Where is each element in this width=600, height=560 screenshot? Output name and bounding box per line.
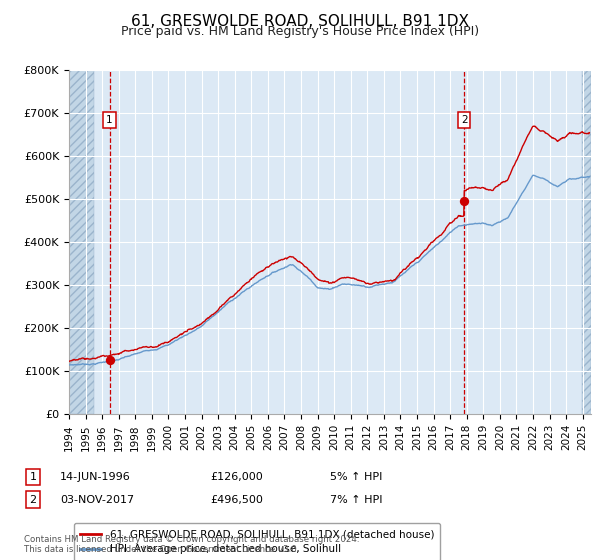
Text: £126,000: £126,000 (210, 472, 263, 482)
Text: Contains HM Land Registry data © Crown copyright and database right 2024.
This d: Contains HM Land Registry data © Crown c… (24, 535, 359, 554)
Bar (69, 70, 94, 414)
Text: 2: 2 (29, 494, 37, 505)
Text: 1: 1 (29, 472, 37, 482)
Point (459, 196, 469, 205)
Legend: 61, GRESWOLDE ROAD, SOLIHULL, B91 1DX (detached house), HPI: Average price, deta: 61, GRESWOLDE ROAD, SOLIHULL, B91 1DX (d… (74, 523, 440, 560)
Text: 61, GRESWOLDE ROAD, SOLIHULL, B91 1DX: 61, GRESWOLDE ROAD, SOLIHULL, B91 1DX (131, 14, 469, 29)
Text: 2: 2 (461, 115, 467, 125)
Bar (581, 70, 591, 414)
Point (105, 356, 115, 365)
Text: Price paid vs. HM Land Registry's House Price Index (HPI): Price paid vs. HM Land Registry's House … (121, 25, 479, 38)
Text: £496,500: £496,500 (210, 494, 263, 505)
Text: 14-JUN-1996: 14-JUN-1996 (60, 472, 131, 482)
Text: 03-NOV-2017: 03-NOV-2017 (60, 494, 134, 505)
Text: 1: 1 (106, 115, 113, 125)
Text: 7% ↑ HPI: 7% ↑ HPI (330, 494, 383, 505)
Text: 5% ↑ HPI: 5% ↑ HPI (330, 472, 382, 482)
